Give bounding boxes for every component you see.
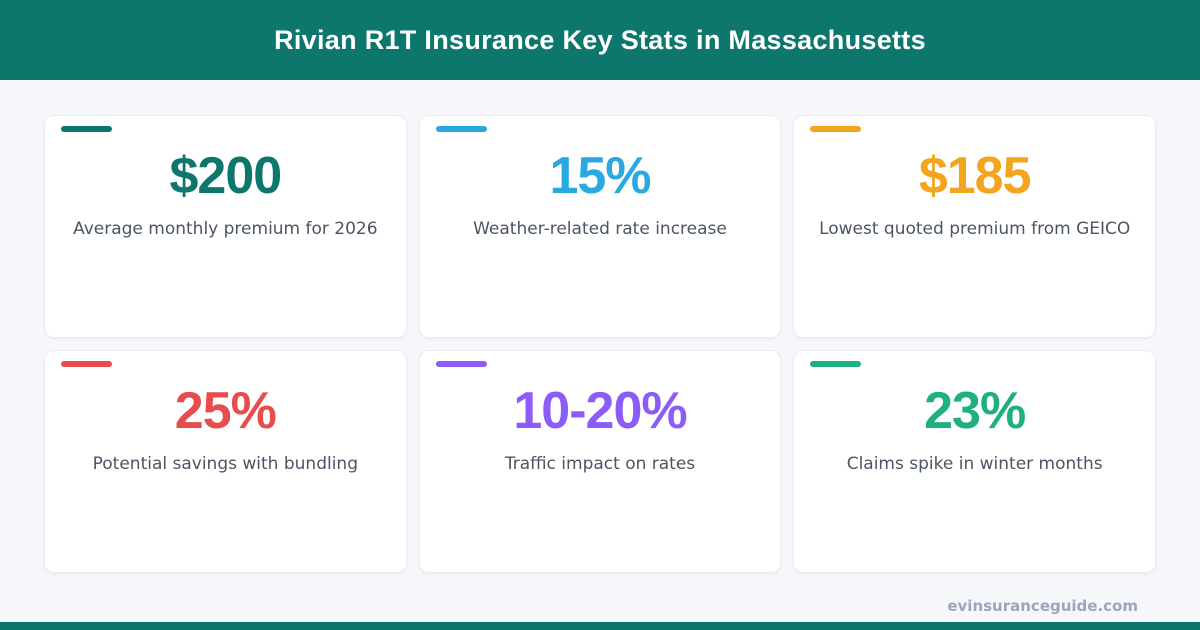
stat-card-weather-increase: 15% Weather-related rate increase: [418, 115, 782, 338]
page-title: Rivian R1T Insurance Key Stats in Massac…: [274, 24, 926, 55]
header-banner: Rivian R1T Insurance Key Stats in Massac…: [0, 0, 1200, 80]
accent-bar: [810, 126, 862, 132]
accent-bar: [61, 126, 112, 132]
stat-value: 23%: [924, 382, 1026, 440]
stat-label: Weather-related rate increase: [473, 219, 727, 239]
stat-label: Claims spike in winter months: [846, 454, 1103, 474]
stat-label: Lowest quoted premium from GEICO: [819, 219, 1131, 239]
stat-value: 15%: [549, 147, 651, 205]
stat-value: 10-20%: [513, 382, 687, 440]
stat-card-lowest-quote: $185 Lowest quoted premium from GEICO: [793, 115, 1156, 338]
stat-card-avg-premium: $200 Average monthly premium for 2026: [44, 115, 407, 338]
stat-label: Potential savings with bundling: [92, 454, 359, 474]
bottom-accent-bar: [0, 622, 1200, 630]
stat-value: $200: [169, 147, 282, 205]
stat-card-traffic-impact: 10-20% Traffic impact on rates: [418, 350, 782, 573]
accent-bar: [435, 126, 487, 132]
website-credit: evinsuranceguide.com: [947, 597, 1138, 615]
accent-bar: [435, 361, 487, 367]
stat-label: Average monthly premium for 2026: [73, 219, 378, 239]
accent-bar: [61, 361, 112, 367]
stat-card-bundling-savings: 25% Potential savings with bundling: [44, 350, 407, 573]
stats-grid: $200 Average monthly premium for 2026 15…: [0, 80, 1200, 573]
stat-value: 25%: [174, 382, 277, 440]
stat-label: Traffic impact on rates: [504, 454, 696, 474]
stat-value: $185: [918, 147, 1032, 205]
stat-card-winter-claims: 23% Claims spike in winter months: [793, 350, 1156, 573]
accent-bar: [810, 361, 862, 367]
